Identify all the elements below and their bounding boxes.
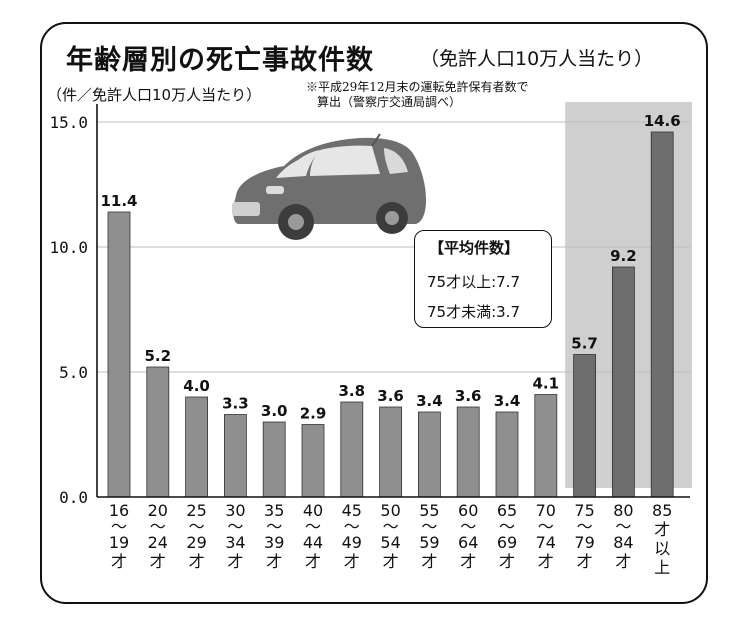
- data-label: 4.1: [533, 375, 560, 393]
- bar: [185, 396, 209, 498]
- data-label: 11.4: [100, 192, 137, 210]
- x-tick-label: 65 〜 69 才: [497, 501, 517, 571]
- data-label: 5.2: [145, 347, 172, 365]
- car-body: [233, 137, 426, 224]
- x-tick-label: 45 〜 49 才: [342, 501, 362, 571]
- car-side-window: [310, 145, 380, 176]
- source-note-line1: ※平成29年12月末の運転免許保有者数で: [306, 80, 529, 94]
- x-tick-label: 70 〜 74 才: [536, 501, 556, 571]
- y-tick-label: 0.0: [59, 488, 88, 507]
- average-box-title: 【平均件数】: [429, 239, 520, 257]
- bar: [223, 414, 247, 498]
- bar: [573, 354, 596, 498]
- y-axis-unit-label: （件／免許人口10万人当たり）: [47, 86, 262, 104]
- x-tick-label: 55 〜 59 才: [419, 501, 439, 571]
- average-box: 【平均件数】 75才以上:7.7 75才未満:3.7: [414, 230, 552, 328]
- average-under-75: 75才未満:3.7: [427, 303, 520, 321]
- bar: [650, 131, 674, 498]
- chart-title: 年齢層別の死亡事故件数: [66, 45, 374, 76]
- car-antenna: [371, 133, 381, 147]
- data-label: 3.0: [261, 402, 288, 420]
- car-grille: [232, 202, 260, 216]
- bar: [495, 411, 519, 498]
- bar: [340, 401, 364, 498]
- x-tick-label: 75 〜 79 才: [574, 501, 594, 571]
- data-label: 3.8: [339, 382, 366, 400]
- data-label: 4.0: [183, 377, 210, 395]
- x-tick-label: 85 才以上: [652, 501, 672, 577]
- y-tick-label: 10.0: [49, 238, 88, 257]
- data-label: 3.3: [222, 395, 249, 413]
- bar: [379, 406, 403, 498]
- x-tick-label: 25 〜 29 才: [186, 501, 206, 571]
- x-tick-label: 16 〜 19 才: [109, 501, 129, 571]
- bar: [107, 211, 131, 498]
- x-tick-label: 30 〜 34 才: [225, 501, 245, 571]
- bar: [456, 406, 480, 498]
- data-label: 3.4: [494, 392, 521, 410]
- data-label: 3.6: [377, 387, 404, 405]
- data-label: 9.2: [610, 247, 637, 265]
- bar: [146, 366, 170, 498]
- y-tick-label: 15.0: [49, 113, 88, 132]
- car-headlight: [266, 186, 284, 194]
- car-front-hub: [288, 214, 304, 230]
- car-windshield: [276, 150, 320, 178]
- data-label: 5.7: [571, 335, 598, 353]
- source-note: ※平成29年12月末の運転免許保有者数で 算出（警察庁交通局調べ）: [306, 80, 529, 110]
- bar: [301, 424, 325, 498]
- car-illustration: [232, 133, 426, 240]
- data-label: 3.4: [416, 392, 443, 410]
- data-label: 2.9: [300, 405, 327, 423]
- x-tick-label: 20 〜 24 才: [148, 501, 168, 571]
- x-tick-label: 80 〜 84 才: [613, 501, 633, 571]
- car-rear-hub: [385, 211, 399, 225]
- bar: [417, 411, 441, 498]
- x-tick-label: 50 〜 54 才: [380, 501, 400, 571]
- y-tick-label: 5.0: [59, 363, 88, 382]
- x-tick-label: 60 〜 64 才: [458, 501, 478, 571]
- x-tick-label: 40 〜 44 才: [303, 501, 323, 571]
- bar: [534, 394, 558, 498]
- bar: [262, 421, 286, 498]
- x-tick-label: 35 〜 39 才: [264, 501, 284, 571]
- chart-subtitle: （免許人口10万人当たり）: [420, 48, 654, 70]
- bar: [612, 266, 635, 498]
- data-label: 3.6: [455, 387, 482, 405]
- average-over-75: 75才以上:7.7: [427, 273, 520, 291]
- data-label: 14.6: [644, 112, 681, 130]
- car-rear-window: [384, 148, 408, 174]
- source-note-line2: 算出（警察庁交通局調べ）: [317, 95, 462, 109]
